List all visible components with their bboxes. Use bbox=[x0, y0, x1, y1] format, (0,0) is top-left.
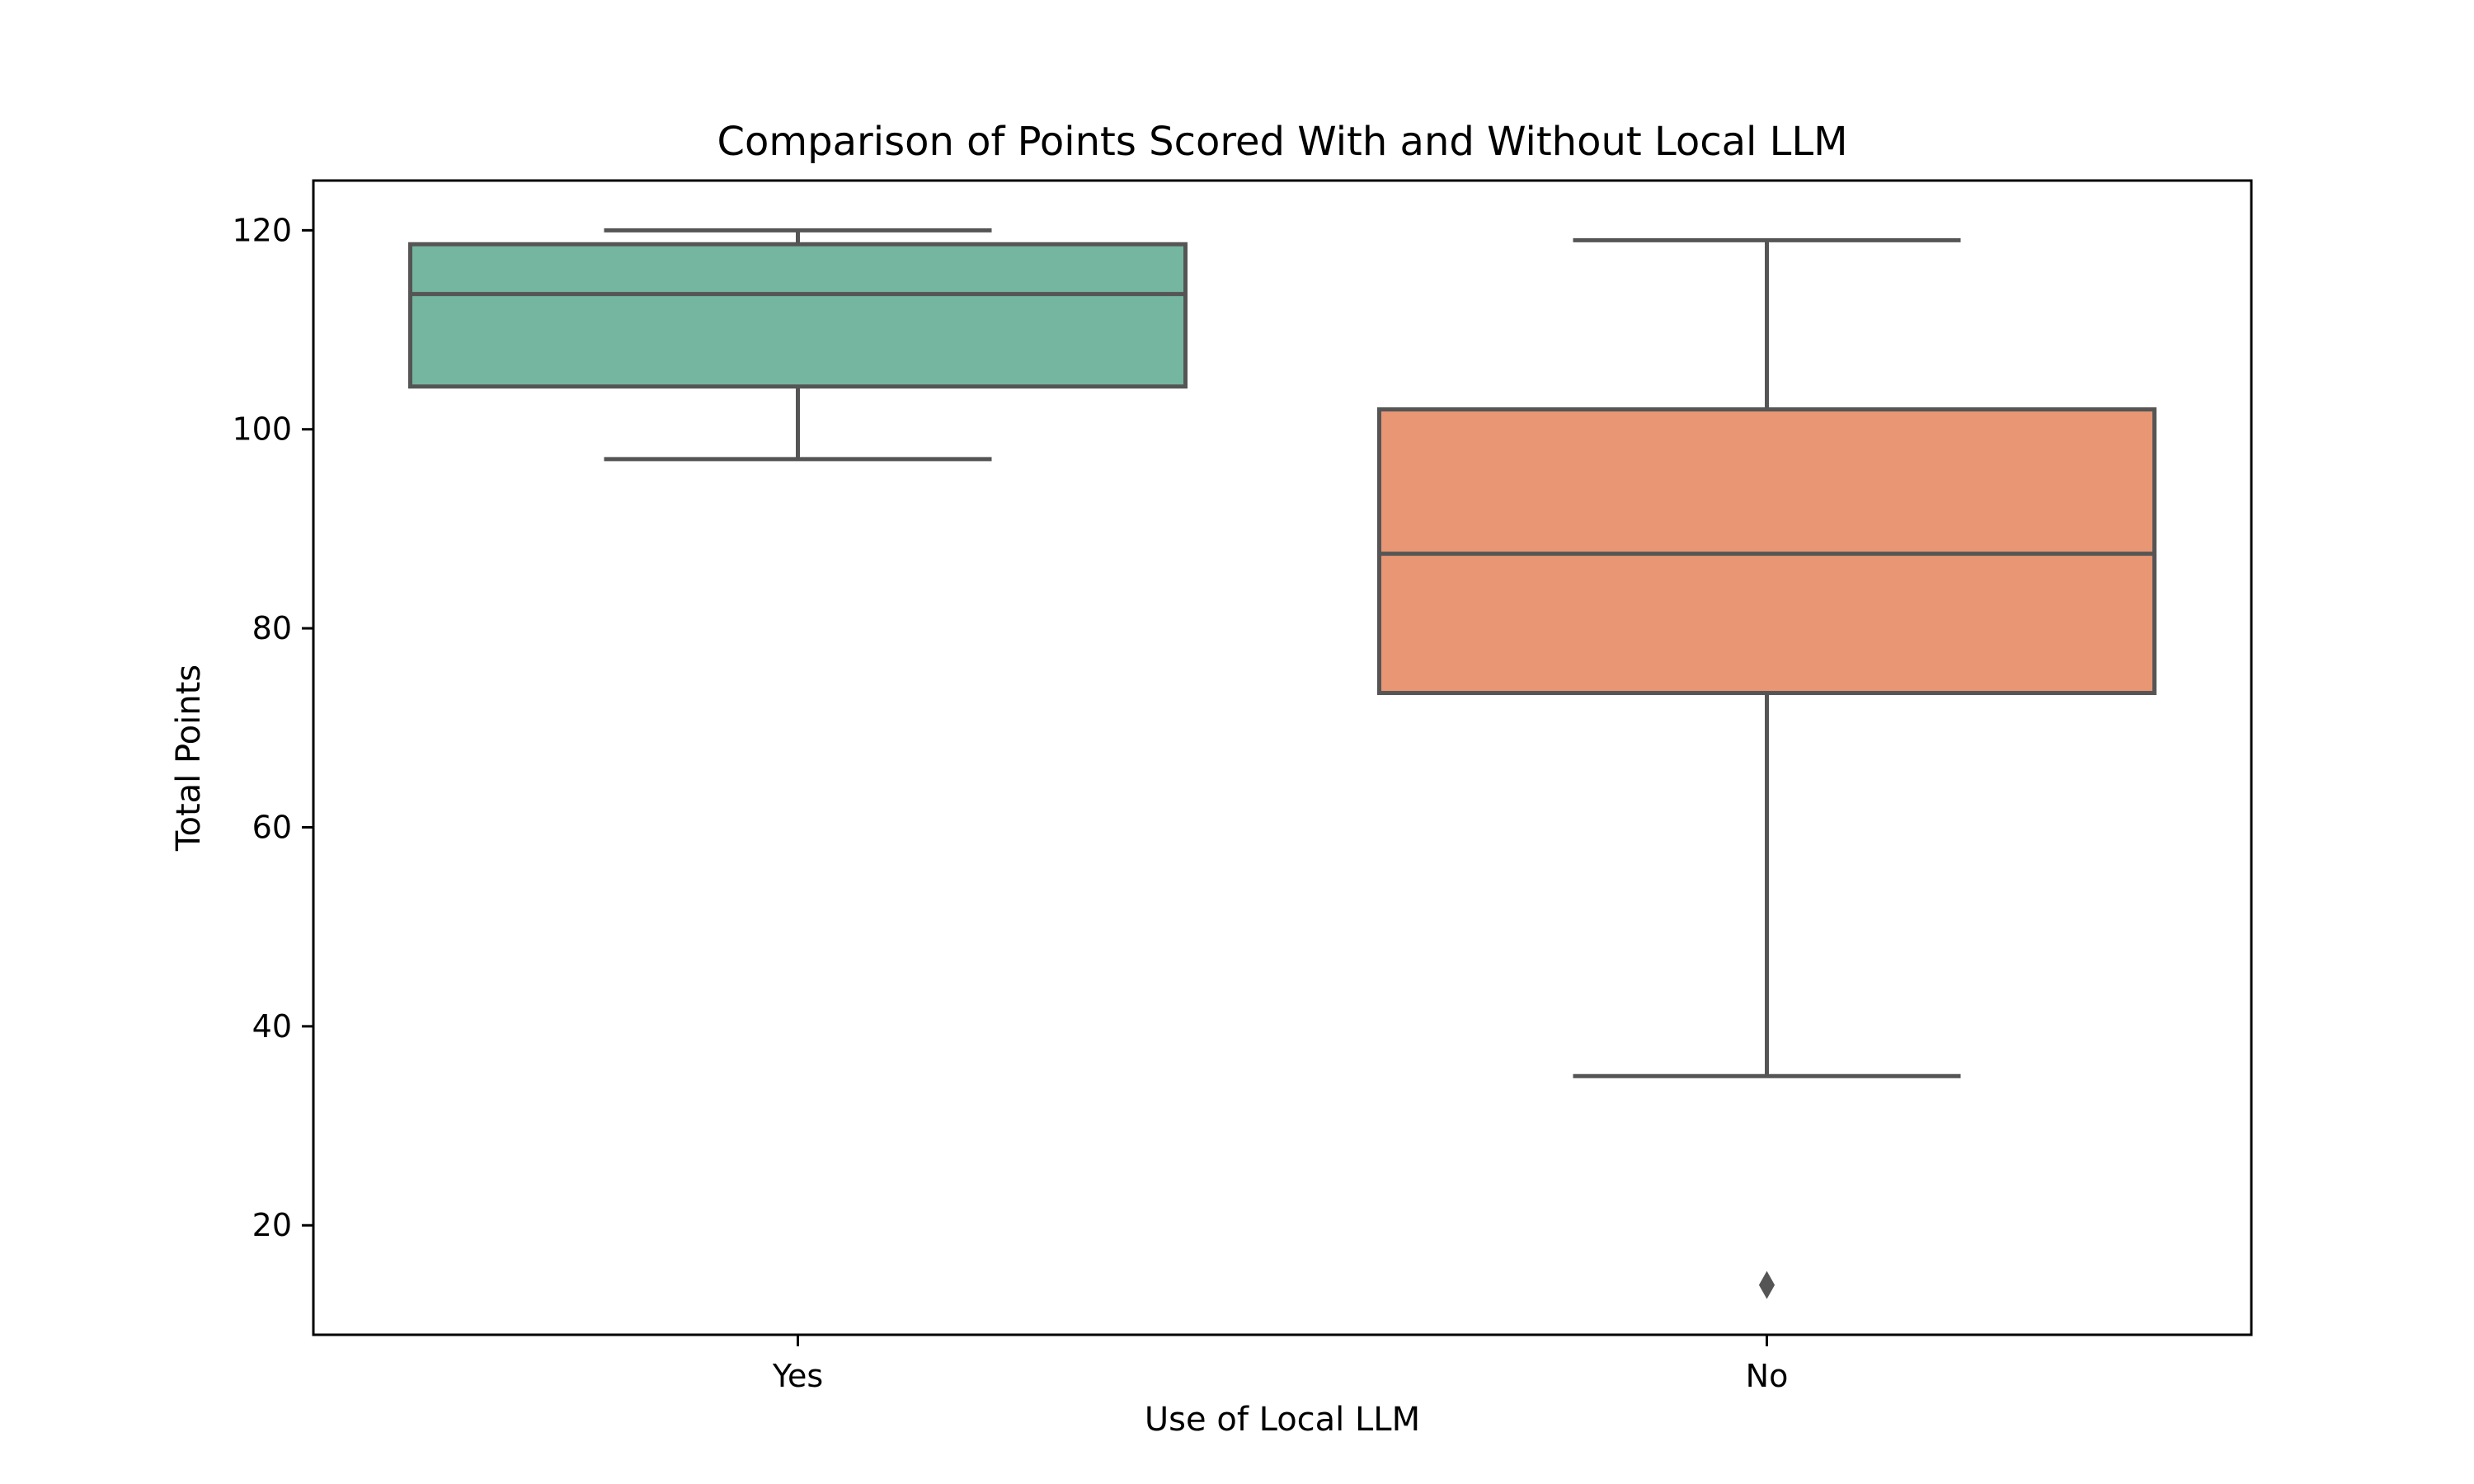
x-tick-label-yes: Yes bbox=[772, 1358, 823, 1394]
box-group-yes bbox=[408, 228, 1188, 462]
box-group-no bbox=[1377, 237, 2157, 1299]
plot-area bbox=[408, 228, 2157, 1299]
chart-title: Comparison of Points Scored With and Wit… bbox=[717, 119, 1848, 165]
x-tick-label-no: No bbox=[1746, 1358, 1789, 1394]
plot-frame bbox=[312, 179, 2253, 1336]
x-axis-label: Use of Local LLM bbox=[1145, 1401, 1420, 1439]
y-tick-label-120: 120 bbox=[232, 212, 292, 248]
y-tick-label-40: 40 bbox=[252, 1008, 292, 1045]
box-yes bbox=[408, 242, 1188, 389]
y-axis-label: Total Points bbox=[170, 665, 208, 852]
y-tick-label-100: 100 bbox=[232, 411, 292, 448]
y-tick-label-20: 20 bbox=[252, 1207, 292, 1243]
y-tick-label-80: 80 bbox=[252, 610, 292, 646]
y-tick-label-60: 60 bbox=[252, 809, 292, 845]
box-no bbox=[1377, 407, 2157, 696]
outlier-point-no-0 bbox=[1758, 1270, 1776, 1299]
y-axis: 20 40 60 80 100 120 bbox=[232, 212, 313, 1243]
x-axis: Yes No bbox=[772, 1335, 1789, 1394]
